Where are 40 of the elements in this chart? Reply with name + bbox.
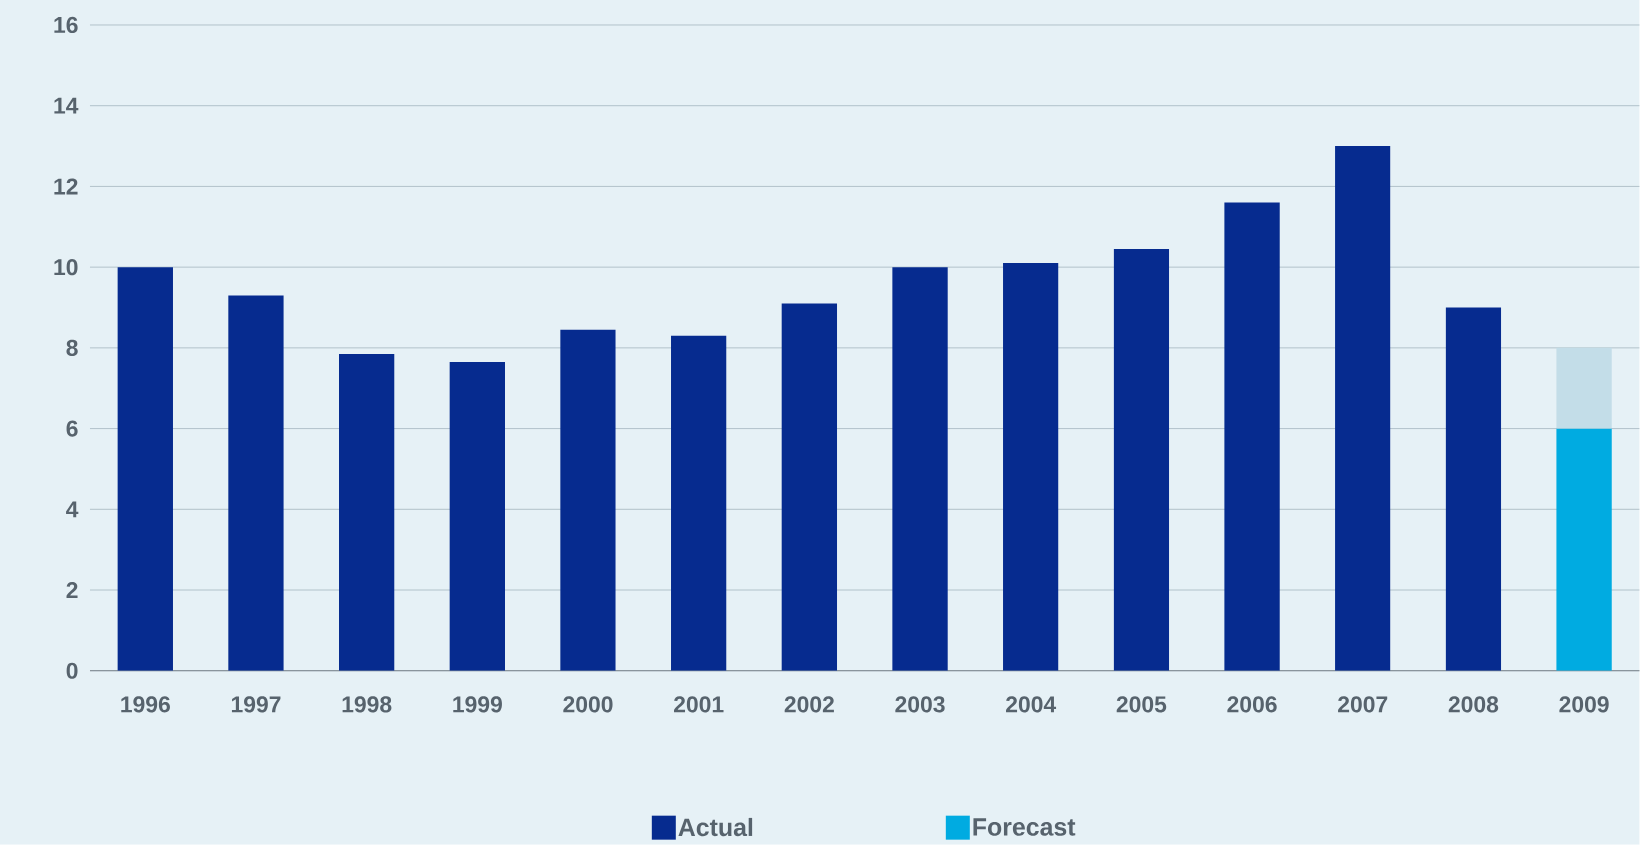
bar: [1556, 428, 1612, 671]
bar: [449, 362, 505, 671]
bar: [1556, 348, 1612, 429]
x-tick-label: 2002: [784, 696, 834, 713]
y-tick-label: 0: [66, 662, 78, 680]
y-tick-label: 6: [66, 420, 78, 437]
x-tick-label: 1996: [121, 696, 170, 713]
y-tick-label: 12: [54, 178, 78, 195]
bar: [1335, 146, 1391, 671]
y-tick-label: 16: [54, 17, 78, 34]
y-tick-label: 10: [54, 259, 78, 276]
x-tick-label: 2000: [563, 696, 613, 713]
bar: [892, 267, 948, 671]
y-tick-label: 4: [66, 501, 79, 518]
bar: [671, 335, 727, 671]
legend-label: Forecast: [973, 818, 1076, 836]
bar: [560, 329, 616, 671]
bar: [338, 354, 395, 671]
x-tick-label: 2001: [674, 696, 724, 713]
x-tick-label: 2004: [1006, 696, 1057, 713]
y-tick-label: 14: [54, 97, 79, 114]
legend-label: Actual: [678, 818, 753, 837]
x-tick-label: 2003: [895, 696, 945, 713]
x-tick-label: 2007: [1338, 696, 1388, 713]
x-tick-label: 2009: [1559, 696, 1609, 713]
x-tick-label: 2005: [1116, 696, 1167, 713]
y-tick-label: 2: [66, 582, 78, 599]
x-tick-label: 2006: [1227, 696, 1277, 713]
x-tick-label: 1997: [231, 696, 281, 713]
x-tick-label: 1999: [453, 696, 502, 713]
x-tick-label: 1998: [342, 696, 392, 713]
bar: [1224, 202, 1280, 671]
bar: [1003, 263, 1059, 671]
x-tick-label: 2008: [1448, 696, 1499, 713]
bar: [117, 267, 173, 671]
bar: [1445, 307, 1502, 671]
y-tick-label: 8: [66, 339, 78, 357]
bar: [228, 295, 284, 671]
bar: [1113, 249, 1170, 671]
bar: [781, 303, 838, 671]
